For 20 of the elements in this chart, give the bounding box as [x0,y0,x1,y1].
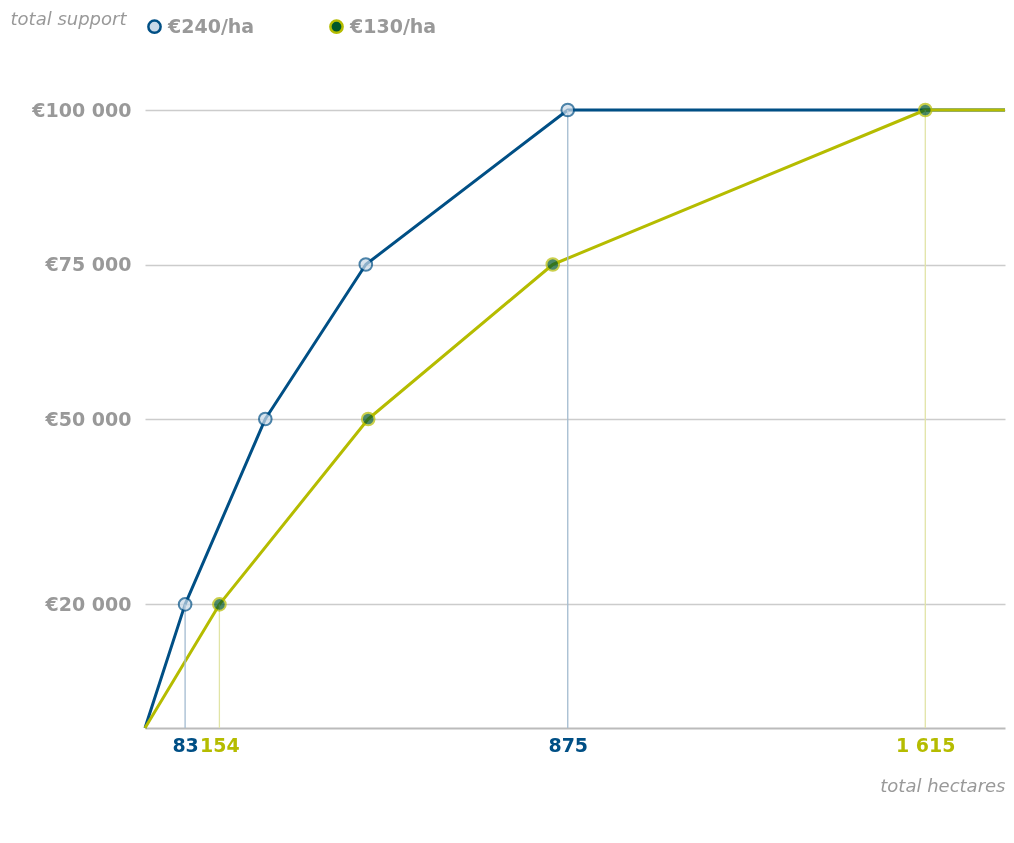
x-tick-label: 875 [548,733,589,756]
legend-label: €240/ha [167,14,255,37]
point [545,257,561,272]
point [257,411,273,427]
y-tick-label: €100 000 [31,98,132,121]
point [358,257,374,272]
point [177,597,193,612]
x-tick-label: 1 615 [896,733,956,756]
x-axis-title: total hectares [880,774,1006,796]
point [360,411,376,427]
y-tick-label: €50 000 [44,407,132,430]
y-tick-label: €20 000 [44,592,132,615]
y-tick-label: €75 000 [44,253,132,275]
legend-label: €130/ha [349,14,437,37]
point [917,102,933,118]
point [212,597,227,612]
point [560,102,576,118]
x-tick-label: 154 [200,733,240,756]
y-axis-title: total support [10,7,128,29]
x-tick-label: 83 [172,733,199,756]
